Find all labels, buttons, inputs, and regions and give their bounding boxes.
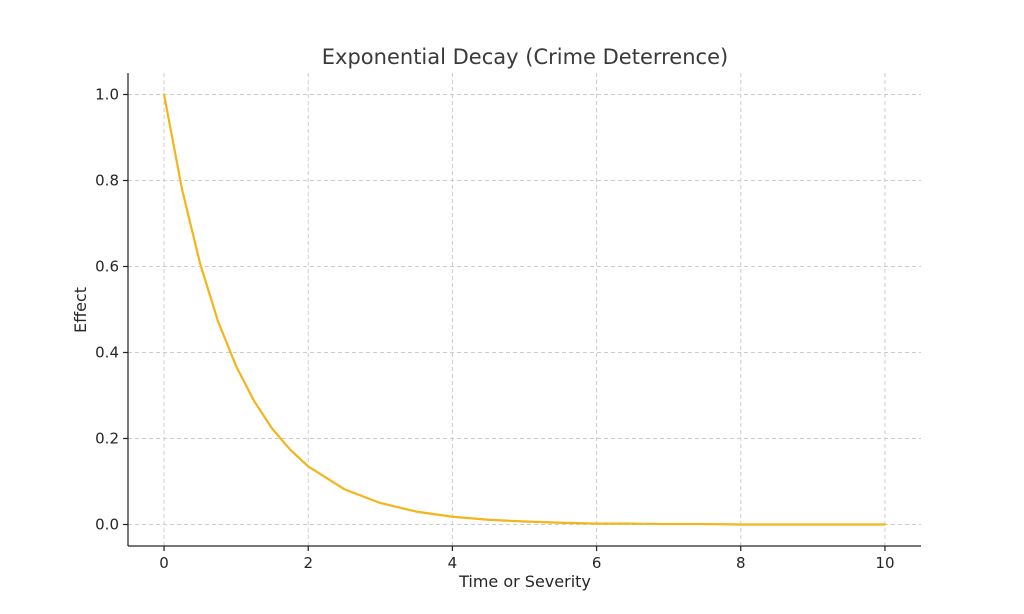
x-tick-label: 6 <box>592 554 602 572</box>
series-layer <box>162 93 887 526</box>
chart-title: Exponential Decay (Crime Deterrence) <box>322 45 728 69</box>
x-tick-label: 8 <box>736 554 746 572</box>
grid <box>128 73 921 546</box>
y-tick-label: 0.4 <box>95 344 119 362</box>
x-tick-label: 0 <box>159 554 169 572</box>
x-tick-label: 10 <box>875 554 894 572</box>
series-line <box>162 93 887 526</box>
y-tick-label: 0.0 <box>95 516 119 534</box>
y-tick-label: 0.8 <box>95 172 119 190</box>
x-tick-label: 4 <box>448 554 458 572</box>
y-axis-label: Effect <box>71 287 90 333</box>
x-tick-label: 2 <box>303 554 313 572</box>
x-axis-label: Time or Severity <box>458 572 591 591</box>
y-tick-label: 0.6 <box>95 258 119 276</box>
y-tick-label: 0.2 <box>95 430 119 448</box>
axes <box>127 73 921 547</box>
y-tick-label: 1.0 <box>95 86 119 104</box>
ticks: 0 2 4 6 8 10 0.0 0.2 0.4 0.6 0.8 1.0 <box>95 86 894 573</box>
